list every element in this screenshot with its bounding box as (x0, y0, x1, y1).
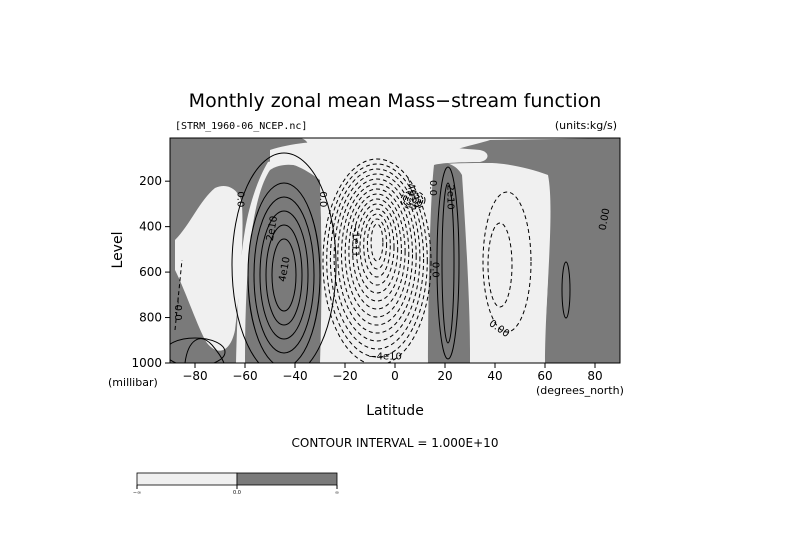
x-axis-label: Latitude (366, 403, 424, 419)
contour-label: 0.00 (598, 207, 613, 231)
contour-label: 2e10 (445, 184, 456, 209)
contour-label: 0.0 (430, 262, 441, 278)
x-tick-label: 0 (391, 369, 399, 383)
colorbar-negative-swatch (136, 472, 238, 486)
contour-line-positive (259, 210, 309, 340)
colorbar-label-max: ∞ (335, 490, 339, 496)
contour-line-negative (337, 178, 417, 334)
x-tick-label: 40 (487, 369, 502, 383)
negative-region-polar-pocket (175, 185, 243, 351)
colorbar: −∞ 0.0 ∞ (133, 472, 339, 496)
contour-line-positive (247, 182, 321, 363)
x-tick-label: 80 (587, 369, 602, 383)
contour-line-negative (366, 218, 388, 270)
contour-line-negative (333, 173, 421, 342)
contour-line-positive (184, 338, 225, 363)
contour-line-negative (487, 222, 513, 308)
file-label: [STRM_1960-06_NCEP.nc] (175, 121, 307, 132)
contour-line-negative (355, 203, 399, 294)
contour-line-positive (441, 182, 455, 344)
contour-label: 4e10 (277, 256, 292, 283)
contour-label: 0.0 (427, 180, 438, 196)
contour-line-negative (482, 191, 532, 333)
contour-plot-area (170, 138, 620, 363)
contour-line-negative (329, 168, 425, 350)
contour-line-zero (231, 152, 337, 363)
y-axis-label: Level (110, 232, 126, 269)
contour-line-negative (370, 223, 384, 262)
contour-label: −0.0 (172, 296, 183, 320)
y-axis-unit: (millibar) (108, 376, 158, 389)
y-tick-label: 600 (139, 265, 162, 279)
contour-line-negative (400, 190, 426, 210)
contour-line-negative (174, 259, 183, 331)
units-label: (units:kg/s) (555, 119, 617, 132)
colorbar-positive-swatch (236, 472, 338, 486)
negative-region-nh-subpolar (465, 169, 549, 343)
y-tick-label: 1000 (131, 356, 162, 370)
contour-line-negative (326, 163, 428, 358)
x-tick-label: 60 (537, 369, 552, 383)
colorbar-label-zero: 0.0 (233, 490, 241, 496)
contour-line-positive (436, 166, 460, 360)
contour-line-negative (352, 198, 402, 302)
contour-line-negative (348, 193, 406, 310)
contour-label: 0.0 (317, 191, 328, 207)
y-tick-label: 800 (139, 311, 162, 325)
contour-line-positive (265, 224, 303, 326)
y-tick-label: 400 (139, 220, 162, 234)
x-tick-label: 20 (437, 369, 452, 383)
contour-line-positive (170, 337, 226, 363)
contour-line-positive (271, 238, 297, 312)
x-axis: −80 −60 −40 −20 0 20 40 60 80 (182, 363, 603, 383)
x-axis-unit: (degrees_north) (536, 384, 624, 397)
contour-label: 2e10 (265, 215, 280, 242)
contour-interval-note: CONTOUR INTERVAL = 1.000E+10 (292, 436, 499, 450)
y-tick-label: 200 (139, 174, 162, 188)
x-tick-label: −20 (332, 369, 357, 383)
contour-line-negative (344, 188, 410, 318)
contour-line-negative (341, 183, 413, 326)
contour-label: −1e11 (350, 223, 361, 257)
contour-line-positive (253, 196, 315, 354)
contour-line-positive (561, 261, 571, 319)
x-tick-label: −40 (282, 369, 307, 383)
x-tick-label: −60 (232, 369, 257, 383)
positive-region-nh-jet (425, 162, 470, 363)
contour-line-negative (322, 158, 432, 363)
contour-label: −4e10 (368, 352, 402, 363)
contour-line-negative (363, 213, 391, 278)
y-axis: 200 400 600 800 1000 (131, 174, 170, 370)
colorbar-label-min: −∞ (133, 490, 141, 496)
contour-line-negative (407, 195, 419, 205)
contour-line-negative (359, 208, 395, 286)
contour-label: 0.0 (235, 191, 246, 207)
positive-region-nh (434, 138, 620, 363)
x-tick-label: −80 (182, 369, 207, 383)
chart-title: Monthly zonal mean Mass−stream function (189, 90, 602, 112)
negative-region-tropical-cell (270, 140, 488, 363)
contour-line-negative (404, 193, 422, 207)
contour-line-negative (409, 196, 417, 204)
